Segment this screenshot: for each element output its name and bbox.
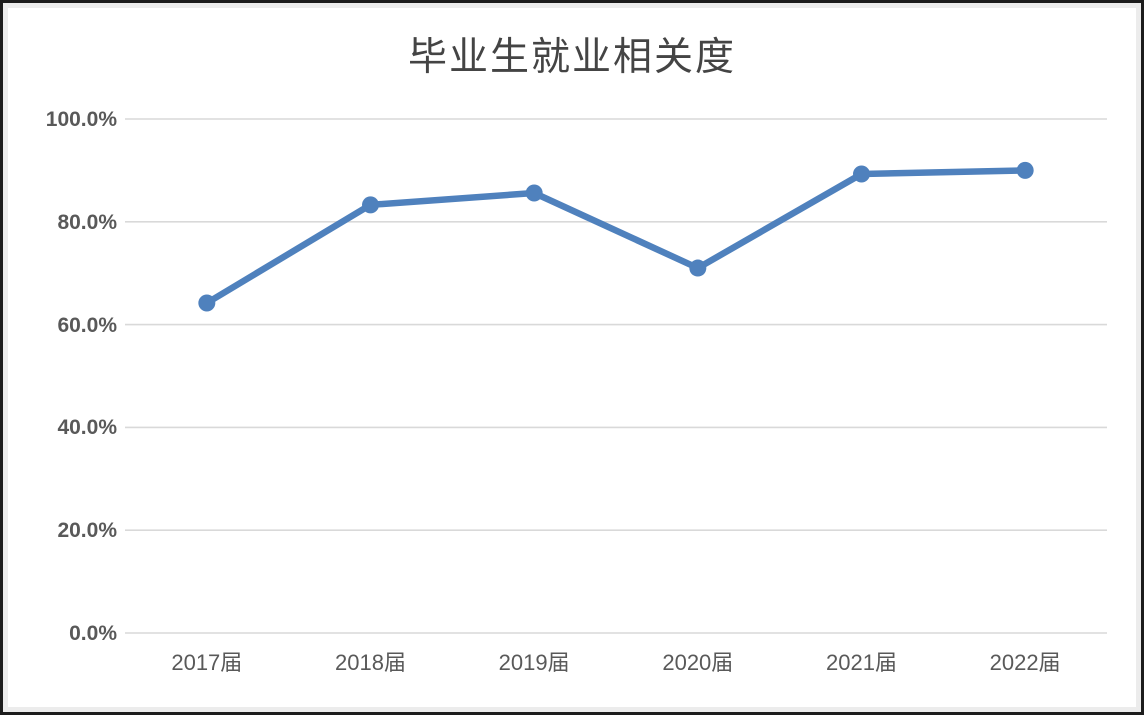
trend-line	[203, 167, 1029, 307]
y-tick-label: 0.0%	[69, 622, 117, 645]
y-tick-label: 100.0%	[45, 108, 117, 131]
data-point-marker	[689, 259, 707, 277]
data-point-marker	[525, 184, 543, 202]
y-tick-label: 60.0%	[57, 313, 117, 337]
x-tick-label: 2020届	[662, 650, 734, 675]
y-tick-label: 40.0%	[57, 416, 117, 440]
x-tick-label: 2017届	[171, 650, 243, 675]
data-point-marker	[853, 165, 870, 183]
x-tick-label: 2019届	[498, 650, 570, 675]
x-tick-label: 2022届	[989, 650, 1061, 675]
x-tick-label: 2018届	[335, 650, 406, 675]
y-tick-label: 20.0%	[57, 519, 117, 543]
x-tick-label: 2021届	[826, 650, 897, 675]
y-tick-label: 80.0%	[57, 210, 117, 234]
chart-title: 毕业生就业相关度	[407, 36, 736, 79]
data-point-marker	[362, 196, 379, 214]
data-point-marker	[1016, 161, 1034, 179]
data-point-marker	[198, 294, 216, 312]
